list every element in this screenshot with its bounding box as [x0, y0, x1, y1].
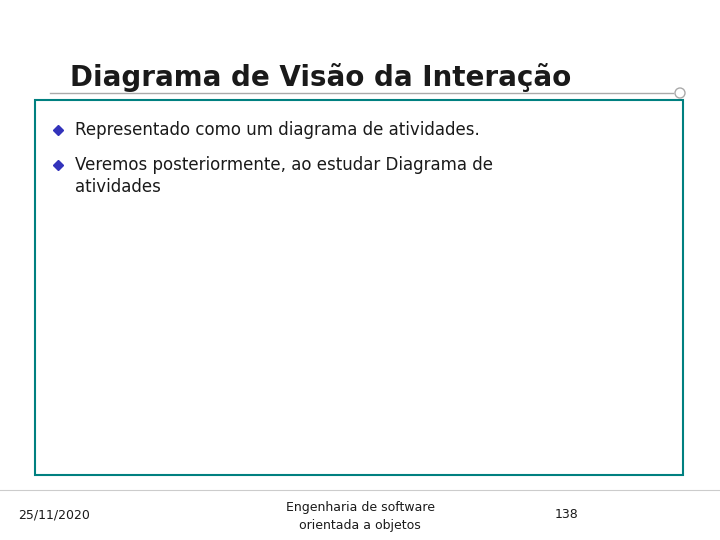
Text: Diagrama de Visão da Interação: Diagrama de Visão da Interação	[70, 64, 571, 92]
Text: Representado como um diagrama de atividades.: Representado como um diagrama de ativida…	[75, 121, 480, 139]
Text: 138: 138	[555, 509, 579, 522]
FancyBboxPatch shape	[35, 100, 683, 475]
Text: Engenharia de software: Engenharia de software	[286, 502, 434, 515]
Text: Veremos posteriormente, ao estudar Diagrama de: Veremos posteriormente, ao estudar Diagr…	[75, 156, 493, 174]
Text: 25/11/2020: 25/11/2020	[18, 509, 90, 522]
Text: atividades: atividades	[75, 178, 161, 196]
Text: orientada a objetos: orientada a objetos	[299, 518, 421, 531]
